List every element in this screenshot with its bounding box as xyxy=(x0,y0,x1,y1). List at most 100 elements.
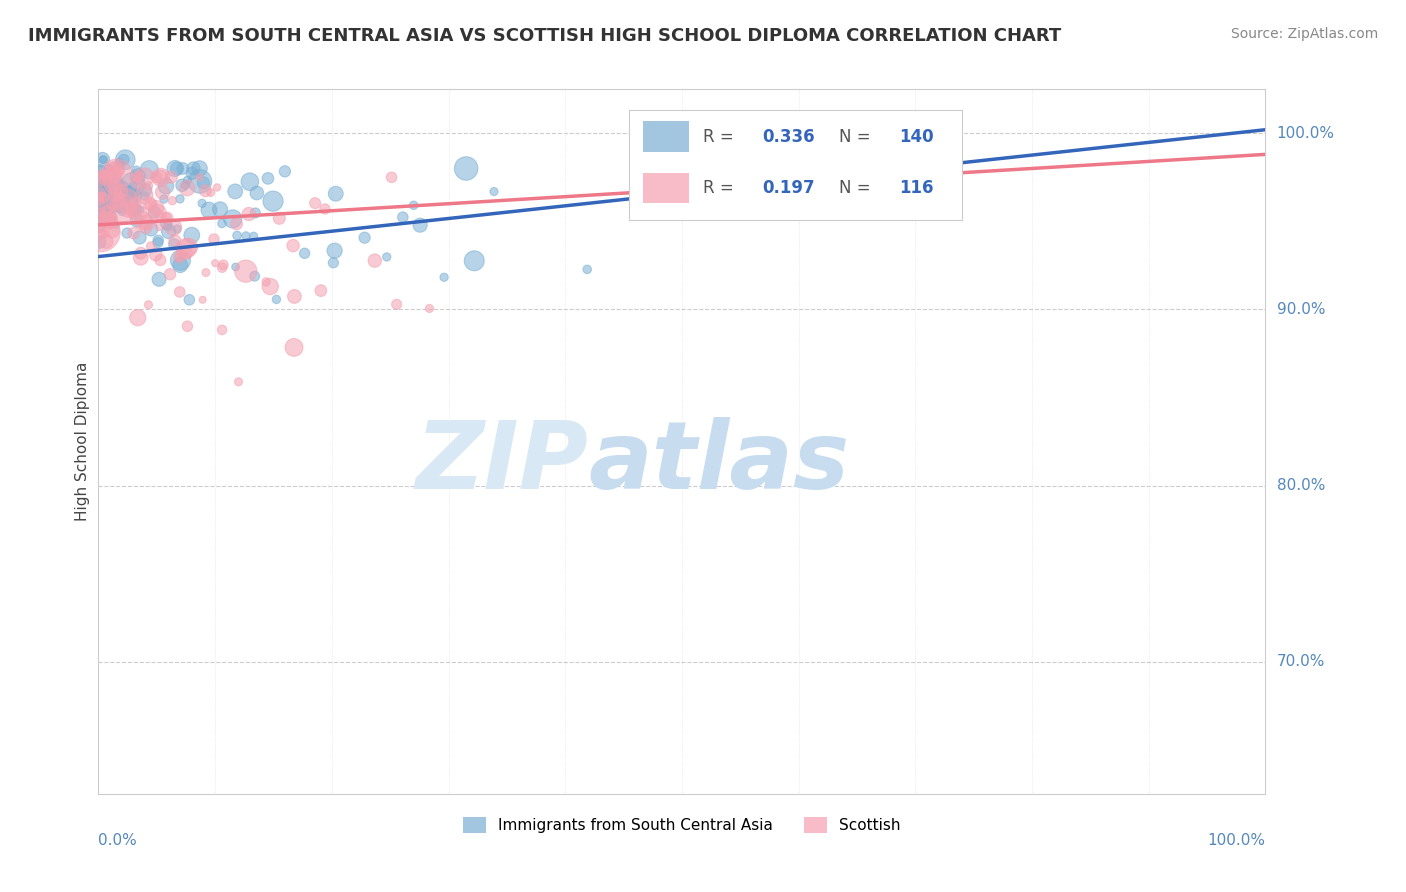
Point xyxy=(93,168,115,182)
Point xyxy=(118,203,141,218)
Point xyxy=(212,258,235,272)
Point xyxy=(127,310,149,325)
Point xyxy=(482,185,505,199)
Point xyxy=(246,186,269,200)
Point xyxy=(103,161,125,176)
Point xyxy=(364,253,387,268)
Point xyxy=(91,200,114,214)
Point xyxy=(118,186,141,200)
Point xyxy=(97,195,120,210)
Point xyxy=(127,207,149,221)
Point xyxy=(89,194,111,208)
Point xyxy=(156,211,179,225)
Point xyxy=(125,213,148,227)
Point xyxy=(125,163,148,178)
Point xyxy=(110,184,132,198)
Point xyxy=(166,222,188,236)
Point xyxy=(200,186,222,200)
Point xyxy=(153,192,176,206)
Point xyxy=(94,181,117,195)
Point xyxy=(281,238,304,252)
Point xyxy=(353,230,375,244)
Point xyxy=(89,201,111,215)
Text: 90.0%: 90.0% xyxy=(1277,301,1324,317)
Point xyxy=(169,192,191,206)
Point xyxy=(121,189,143,203)
Point xyxy=(262,194,284,208)
Point xyxy=(93,153,115,167)
Point xyxy=(89,173,111,187)
Point xyxy=(127,169,149,184)
Point xyxy=(104,187,127,202)
Point xyxy=(89,221,111,235)
Point xyxy=(115,198,138,212)
Point xyxy=(304,196,326,211)
Point xyxy=(101,167,124,181)
Point xyxy=(162,194,184,208)
Point xyxy=(124,202,146,217)
Point xyxy=(110,189,132,203)
Point xyxy=(132,188,155,202)
Point xyxy=(104,163,127,178)
Point xyxy=(104,197,127,211)
Point xyxy=(90,168,112,182)
Point xyxy=(134,183,156,197)
Point xyxy=(194,184,217,198)
Point xyxy=(150,170,173,185)
Text: Source: ZipAtlas.com: Source: ZipAtlas.com xyxy=(1230,27,1378,41)
Point xyxy=(104,218,127,232)
Point xyxy=(103,201,125,215)
Point xyxy=(110,200,132,214)
Point xyxy=(239,175,262,189)
Point xyxy=(145,201,167,215)
Point xyxy=(145,247,167,261)
Point xyxy=(108,156,131,170)
Point xyxy=(103,169,125,183)
Point xyxy=(93,190,115,204)
Point xyxy=(266,293,288,307)
Point xyxy=(409,218,432,232)
Point xyxy=(89,163,111,178)
Point xyxy=(314,202,336,216)
Point xyxy=(183,161,205,176)
Point xyxy=(129,202,152,217)
Point xyxy=(91,186,114,200)
Point xyxy=(97,182,120,196)
Point xyxy=(463,253,485,268)
Point xyxy=(89,178,111,192)
Text: 70.0%: 70.0% xyxy=(1277,654,1324,669)
Point xyxy=(90,225,112,239)
Point xyxy=(96,187,118,202)
Point xyxy=(96,204,118,219)
Point xyxy=(224,185,246,199)
Point xyxy=(93,190,115,204)
Point xyxy=(385,297,408,311)
Point xyxy=(111,205,134,219)
Point xyxy=(138,298,160,312)
Point xyxy=(89,172,111,186)
Point xyxy=(323,244,346,258)
Point xyxy=(576,262,599,277)
Point xyxy=(209,202,232,217)
Point xyxy=(101,223,124,237)
Point xyxy=(98,218,121,232)
Point xyxy=(91,192,114,206)
Point xyxy=(169,253,191,268)
Point xyxy=(135,220,157,235)
Point xyxy=(157,225,180,239)
Point xyxy=(134,170,156,185)
Point xyxy=(103,187,125,202)
Point xyxy=(176,173,198,187)
Point xyxy=(98,213,121,227)
Point xyxy=(101,200,124,214)
Point xyxy=(129,251,152,265)
Text: 100.0%: 100.0% xyxy=(1277,126,1334,141)
Point xyxy=(152,185,174,199)
Point xyxy=(225,217,247,231)
Point xyxy=(169,249,191,263)
Point xyxy=(155,211,177,225)
Point xyxy=(100,178,122,193)
Point xyxy=(169,258,191,272)
Point xyxy=(181,166,204,180)
Point xyxy=(105,188,128,202)
